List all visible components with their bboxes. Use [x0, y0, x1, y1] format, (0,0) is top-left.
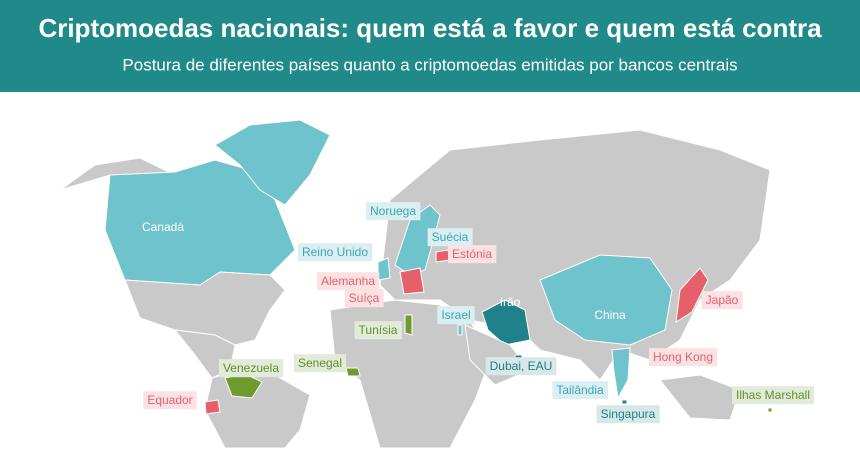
label-text: Tunísia — [359, 323, 398, 337]
label-box — [447, 245, 497, 264]
country-label: Noruega — [365, 202, 421, 221]
label-text: Venezuela — [223, 361, 279, 375]
label-box — [701, 291, 743, 310]
label-box — [701, 291, 743, 310]
label-box — [316, 272, 380, 291]
subtitle: Postura de diferentes países quanto a cr… — [122, 55, 737, 74]
label-box — [731, 386, 815, 405]
label-box — [485, 357, 557, 376]
label-box — [437, 306, 475, 325]
label-box — [316, 272, 380, 291]
label-box — [344, 289, 384, 308]
country-label: Venezuela — [218, 359, 284, 378]
label-text: Senegal — [298, 356, 342, 370]
label-box — [143, 391, 197, 410]
label-text: Reino Unido — [302, 245, 368, 259]
label-box — [731, 386, 815, 405]
label-box — [365, 202, 421, 221]
country-label: Irão — [500, 295, 521, 309]
country-label: Alemanha — [316, 272, 380, 291]
label-text: Noruega — [370, 204, 416, 218]
label-text: Equador — [147, 393, 192, 407]
country-label: Ilhas Marshall — [731, 386, 815, 405]
label-text: Suécia — [432, 230, 469, 244]
label-text: Ilhas Marshall — [736, 388, 810, 402]
country-label: Singapura — [596, 405, 660, 424]
country-label: Israel — [437, 306, 475, 325]
label-box — [293, 354, 347, 373]
label-box — [293, 354, 347, 373]
label-text: Irão — [500, 295, 521, 309]
label-text: Estónia — [452, 247, 492, 261]
label-box — [552, 381, 609, 400]
label-box — [648, 348, 718, 367]
country-label: Japão — [701, 291, 743, 310]
title: Criptomoedas nacionais: quem está a favo… — [38, 13, 822, 43]
country-label: Tunísia — [354, 321, 402, 340]
label-text: Suíça — [349, 291, 380, 305]
label-box — [427, 228, 473, 247]
label-box — [218, 359, 284, 378]
label-box — [354, 321, 402, 340]
label-box — [218, 359, 284, 378]
label-box — [437, 306, 475, 325]
label-box — [447, 245, 497, 264]
label-box — [596, 405, 660, 424]
label-box — [297, 243, 373, 262]
country-label: Dubai, EAU — [485, 357, 557, 376]
country-label: Hong Kong — [648, 348, 718, 367]
label-box — [297, 243, 373, 262]
label-text: Canadá — [142, 220, 184, 234]
country-label: Canadá — [142, 220, 184, 234]
label-text: Alemanha — [321, 274, 375, 288]
label-box — [596, 405, 660, 424]
label-box — [485, 357, 557, 376]
label-box — [648, 348, 718, 367]
label-box — [427, 228, 473, 247]
label-text: Israel — [441, 308, 470, 322]
country-label: Reino Unido — [297, 243, 373, 262]
world-map — [59, 119, 773, 449]
country-label: Suíça — [344, 289, 384, 308]
label-text: Singapura — [601, 407, 656, 421]
country-label: Suécia — [427, 228, 473, 247]
label-text: Dubai, EAU — [490, 359, 553, 373]
label-box — [365, 202, 421, 221]
label-box — [354, 321, 402, 340]
country-label: Estónia — [447, 245, 497, 264]
label-text: Japão — [706, 293, 739, 307]
label-box — [344, 289, 384, 308]
country-label: Equador — [143, 391, 197, 410]
label-text: Hong Kong — [653, 350, 713, 364]
label-box — [143, 391, 197, 410]
country-label: China — [594, 308, 626, 322]
header-band — [0, 0, 860, 92]
country-label: Tailândia — [552, 381, 609, 400]
label-text: China — [594, 308, 626, 322]
label-box — [552, 381, 609, 400]
label-text: Tailândia — [556, 383, 604, 397]
country-label: Senegal — [293, 354, 347, 373]
